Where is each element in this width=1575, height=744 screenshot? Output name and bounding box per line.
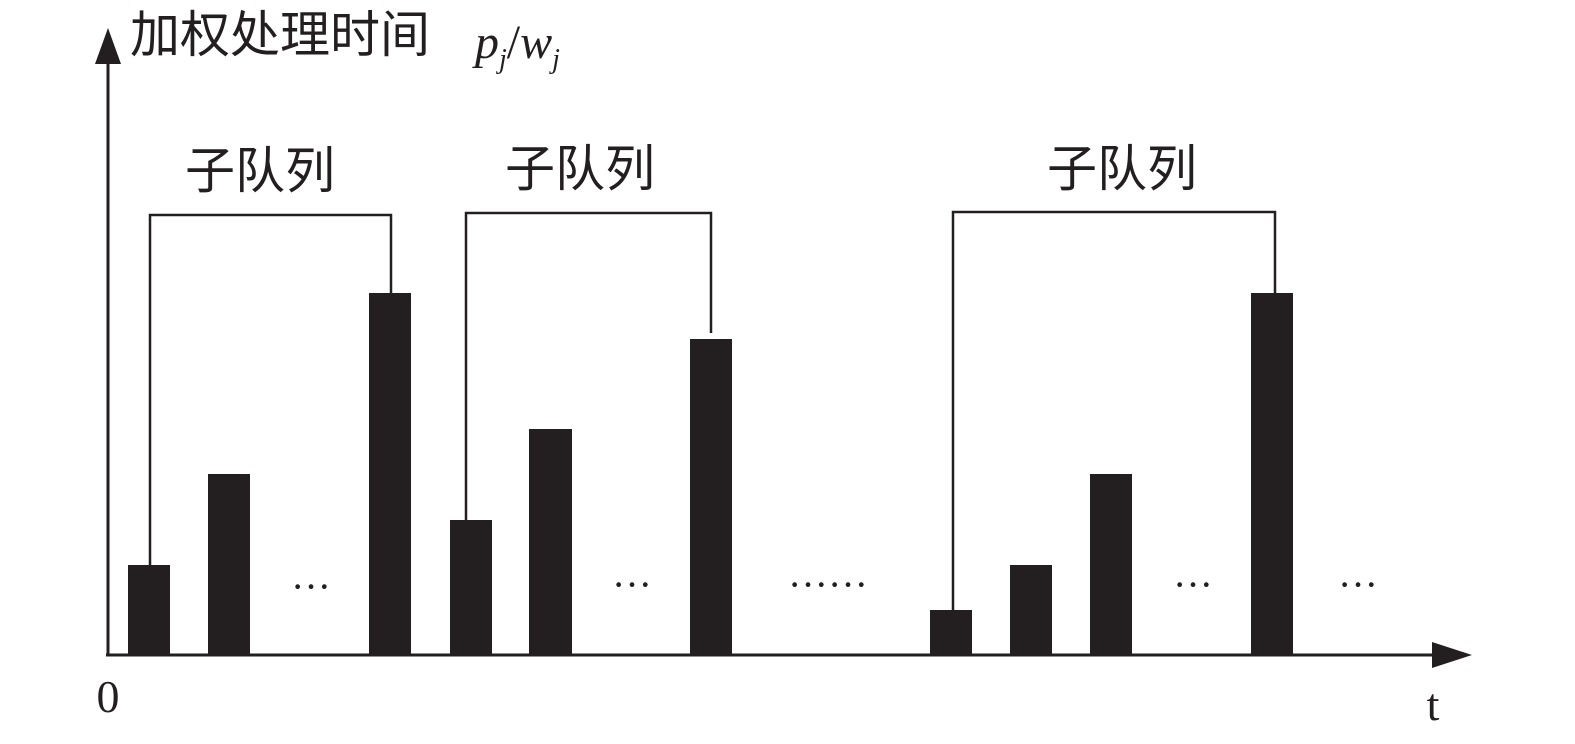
bar bbox=[930, 610, 972, 655]
group-label: 子队列 bbox=[185, 142, 335, 200]
bar bbox=[529, 429, 572, 655]
numerator: p bbox=[472, 16, 499, 69]
bar bbox=[369, 293, 411, 655]
bracket bbox=[464, 211, 713, 520]
bar bbox=[208, 474, 250, 655]
bracket bbox=[148, 213, 393, 565]
numerator-sub: j bbox=[496, 44, 507, 75]
group-label: 子队列 bbox=[1047, 140, 1197, 198]
ellipsis: ··· bbox=[612, 562, 652, 607]
separator: / bbox=[507, 16, 521, 69]
x-arrow bbox=[1432, 642, 1472, 668]
bar bbox=[690, 339, 732, 655]
y-axis-formula: pj/wj bbox=[472, 16, 560, 75]
ellipsis: ··· bbox=[291, 564, 331, 609]
denominator: w bbox=[520, 16, 552, 69]
y-arrow bbox=[95, 28, 121, 64]
bar bbox=[1090, 474, 1132, 655]
denominator-sub: j bbox=[549, 44, 560, 75]
y-axis-label: 加权处理时间 bbox=[130, 6, 430, 64]
ellipsis: ··· bbox=[1338, 562, 1378, 607]
ellipsis: ······ bbox=[788, 562, 868, 607]
origin-label: 0 bbox=[97, 671, 120, 722]
x-axis-label: t bbox=[1427, 679, 1440, 730]
bar bbox=[1251, 293, 1293, 655]
bracket bbox=[951, 210, 1277, 610]
bar bbox=[128, 565, 170, 655]
bar bbox=[450, 520, 492, 655]
bar bbox=[1010, 565, 1052, 655]
ellipsis: ··· bbox=[1173, 562, 1213, 607]
group-label: 子队列 bbox=[505, 140, 655, 198]
